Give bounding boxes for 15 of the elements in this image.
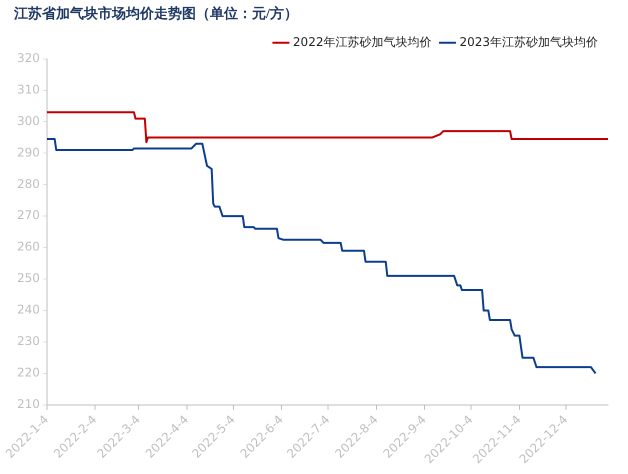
legend-label: 2022年江苏砂加气块均价 (292, 34, 432, 49)
y-tick-label: 290 (17, 145, 40, 160)
y-tick-label: 300 (17, 114, 40, 128)
chart-title: 江苏省加气块市场均价走势图（单位：元/方） (13, 5, 298, 22)
y-tick-label: 210 (17, 397, 40, 412)
y-tick-label: 320 (17, 50, 40, 65)
y-tick-label: 280 (17, 176, 40, 191)
y-tick-label: 230 (17, 334, 40, 348)
y-tick-label: 250 (17, 271, 40, 286)
y-tick-label: 270 (17, 208, 40, 222)
legend-label: 2023年江苏砂加气块均价 (459, 34, 598, 49)
y-tick-label: 220 (17, 366, 40, 380)
y-tick-label: 260 (17, 240, 40, 254)
y-tick-label: 240 (17, 302, 40, 317)
y-tick-label: 310 (17, 82, 40, 96)
